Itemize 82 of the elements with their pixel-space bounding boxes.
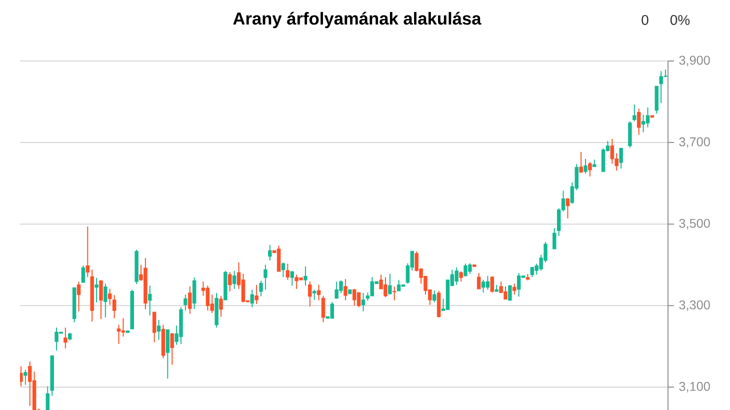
candlestick — [254, 284, 258, 304]
y-tick-label: 3,900 — [679, 56, 710, 66]
candlestick — [308, 281, 312, 307]
candlestick — [206, 285, 210, 312]
candlestick — [530, 266, 534, 278]
candlestick — [508, 285, 512, 301]
candlestick — [64, 327, 68, 349]
candlestick — [28, 360, 32, 406]
candlestick — [228, 272, 232, 292]
candlestick — [241, 273, 246, 303]
candlestick — [250, 289, 254, 308]
candlestick — [188, 286, 192, 314]
candlestick — [516, 272, 521, 298]
candlestick — [579, 151, 583, 173]
candlestick — [588, 162, 592, 177]
candlestick — [152, 312, 156, 343]
candlestick — [264, 264, 268, 290]
candlestick — [619, 148, 623, 170]
candlestick — [290, 270, 294, 286]
candlestick — [81, 265, 86, 283]
text: 0 — [642, 15, 648, 25]
candlestick — [121, 318, 126, 338]
y-tick-label: 3,100 — [679, 382, 710, 392]
y-tick-label: 3,500 — [679, 218, 710, 230]
candlestick — [259, 280, 263, 297]
candlestick — [312, 289, 316, 300]
candlestick — [219, 295, 223, 318]
candlestick — [94, 277, 98, 303]
candlestick — [156, 319, 161, 340]
candlestick — [321, 295, 326, 323]
candlestick — [361, 292, 366, 312]
candlestick — [566, 197, 570, 219]
candlestick — [330, 301, 334, 319]
candlestick — [512, 283, 516, 296]
candlestick — [76, 281, 81, 312]
text: 0% — [670, 15, 690, 25]
candlestick — [490, 276, 494, 294]
candlestick — [481, 279, 486, 294]
candlestick — [436, 290, 441, 318]
candlestick — [112, 294, 116, 319]
candlestick — [232, 270, 236, 290]
candlestick — [370, 276, 374, 296]
y-tick-label: 3,300 — [679, 300, 710, 311]
candlestick — [99, 280, 103, 320]
candlestick — [476, 272, 481, 290]
candlestick — [632, 104, 636, 122]
candlestick — [170, 332, 174, 366]
candlestick — [192, 276, 196, 310]
candlestick — [86, 226, 90, 278]
candlestick — [356, 292, 361, 308]
candlestick — [268, 244, 272, 261]
candlestick — [459, 270, 463, 282]
candlestick — [286, 263, 290, 280]
candlestick — [486, 275, 490, 290]
candlestick — [166, 329, 170, 380]
candlestick — [281, 262, 286, 278]
candlestick — [552, 228, 556, 250]
candlestick — [388, 273, 392, 296]
candlestick — [316, 284, 321, 301]
candlestick — [184, 294, 188, 312]
y-tick-label: 3,700 — [679, 137, 710, 148]
candlestick — [304, 266, 308, 286]
candlestick — [148, 285, 152, 316]
candlestick — [24, 369, 28, 386]
candlestick — [396, 279, 401, 292]
candlestick — [610, 138, 614, 164]
candlestick — [628, 120, 632, 148]
candlestick — [584, 158, 588, 174]
candlestick — [601, 148, 606, 172]
chart-title: Arany árfolyamának alakulása — [233, 12, 482, 28]
candlestick — [636, 108, 641, 136]
candlestick — [344, 278, 348, 301]
candlestick — [432, 290, 436, 303]
candlestick — [352, 288, 356, 306]
candlestick — [454, 266, 458, 286]
candlestick — [116, 324, 121, 344]
candlestick — [392, 286, 396, 301]
candlestick — [646, 106, 650, 128]
candlestick — [276, 245, 281, 272]
candlestick — [108, 288, 112, 306]
candlestick — [104, 283, 108, 318]
candlestick — [641, 114, 646, 133]
